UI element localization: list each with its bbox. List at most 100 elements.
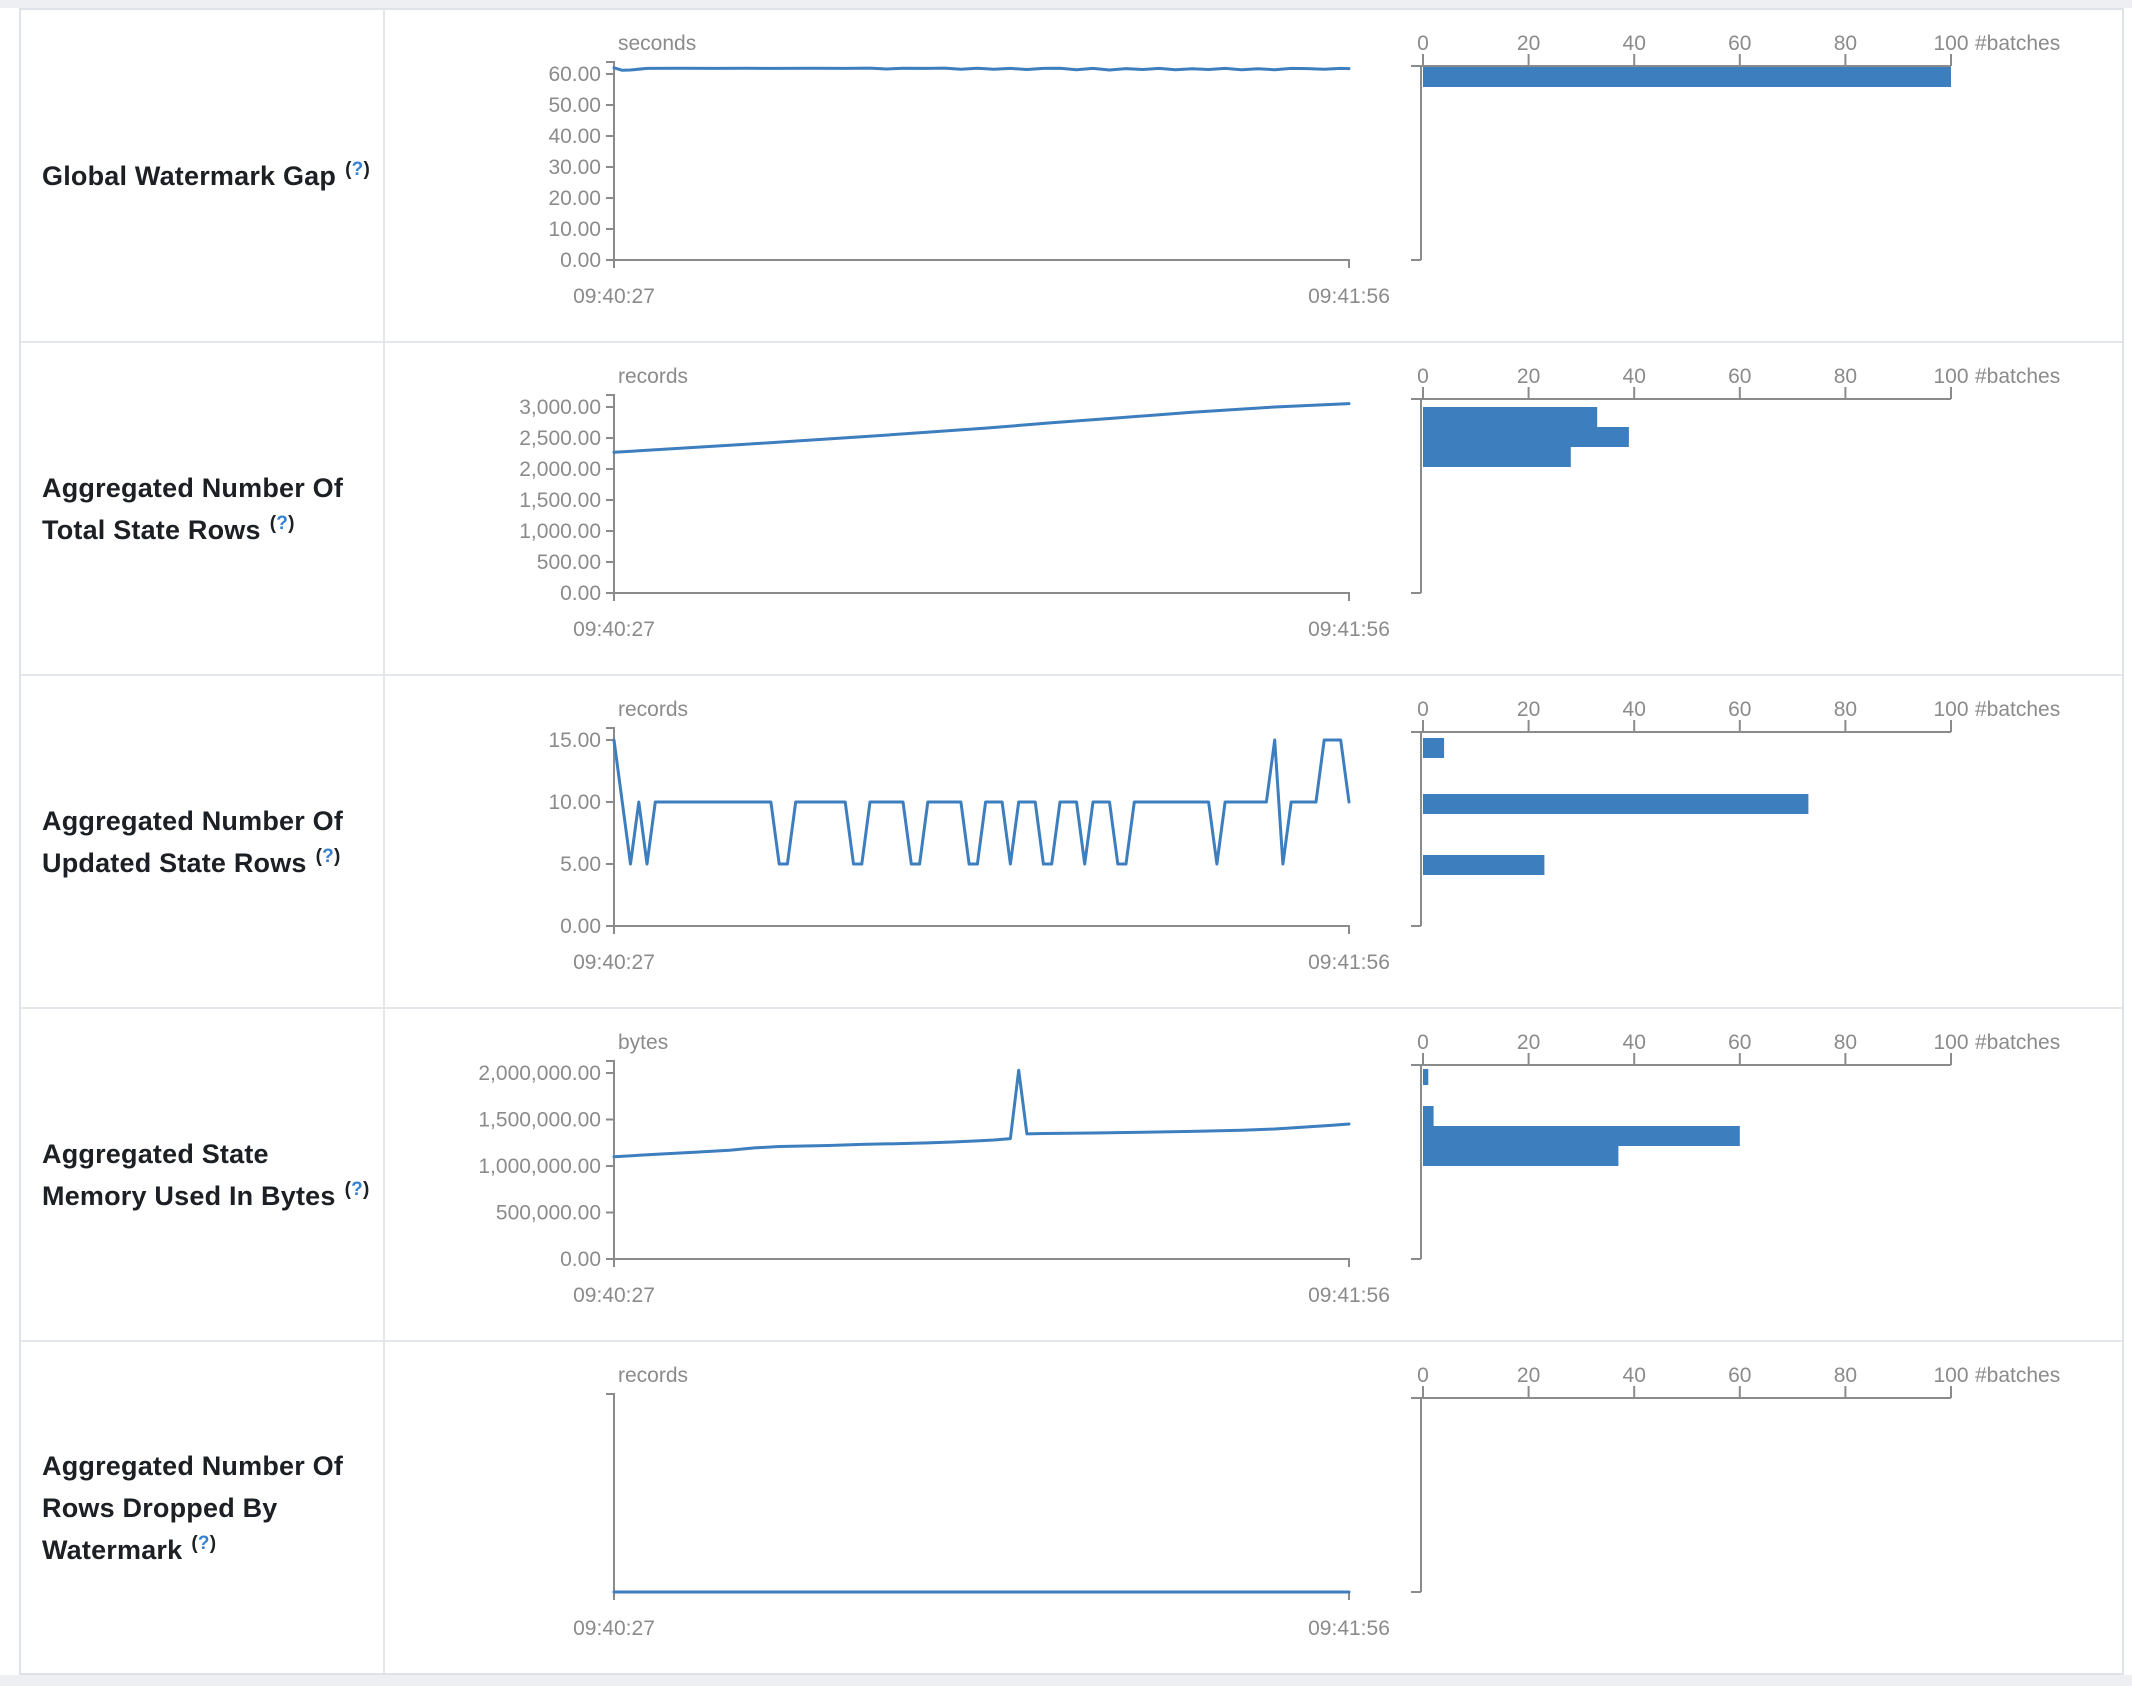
help-question-link[interactable]: ? (276, 512, 289, 534)
histogram-tick-label: 100 (1933, 1364, 1968, 1387)
x-end-label: 09:41:56 (1308, 285, 1390, 308)
histogram-bar (1423, 794, 1809, 814)
histogram-tick-label: 0 (1417, 32, 1429, 55)
metric-row-state-memory-bytes: Aggregated State Memory Used In Bytes (?)… (21, 1009, 2122, 1342)
metric-label-cell: Aggregated Number Of Total State Rows (?) (21, 343, 385, 674)
y-tick-label: 5.00 (560, 853, 601, 876)
metric-title-text: Aggregated Number Of Updated State Rows (42, 805, 344, 878)
chart-cell: bytes 2,000,000.00 1,500,000.00 1,000,000.0… (385, 1009, 2124, 1340)
histogram-bar (1423, 407, 1598, 427)
timeline-x-axis (613, 1258, 1350, 1267)
y-tick-label: 2,500.00 (519, 427, 601, 450)
metric-label-cell: Global Watermark Gap (?) (21, 10, 385, 341)
metric-title-text: Aggregated Number Of Total State Rows (42, 472, 344, 545)
chart-cell: seconds 60.00 50.00 40.00 30.00 20.00 10.00 0.0… (385, 10, 2124, 341)
help-paren-open: ( (315, 845, 323, 867)
timeline-and-histogram-chart: records 3,000.00 2,500.00 2,000.00 1,500.00 1… (519, 365, 2060, 641)
histogram-bar (1423, 1106, 1434, 1126)
timeline-series-line (612, 738, 1351, 866)
help-link[interactable]: (?) (345, 1179, 370, 1200)
metric-row-total-state-rows: Aggregated Number Of Total State Rows (?)… (21, 343, 2122, 676)
x-start-label: 09:40:27 (573, 1284, 655, 1307)
help-link[interactable]: (?) (345, 159, 370, 180)
metric-title: Global Watermark Gap (?) (42, 155, 370, 197)
x-end-label: 09:41:56 (1308, 951, 1390, 974)
help-paren-close: ) (209, 1532, 217, 1554)
chart-cell: records 15.00 10.00 5.00 0.00 09:40:27 09:41:5… (385, 676, 2124, 1007)
y-tick-label: 500,000.00 (496, 1202, 601, 1225)
help-question-link[interactable]: ? (351, 1178, 363, 1200)
metric-title: Aggregated Number Of Total State Rows (?) (42, 467, 373, 551)
timeline-and-histogram-chart: records 09:40:27 09:41:56 0 20 40 60 80 100 #batc… (573, 1364, 2060, 1640)
help-link[interactable]: (?) (316, 846, 341, 867)
histogram-tick-label: 100 (1933, 1031, 1968, 1054)
histogram-axis-label: #batches (1975, 1364, 2060, 1387)
metric-title-text: Aggregated Number Of Rows Dropped By Wat… (42, 1450, 344, 1565)
y-tick-label: 1,000,000.00 (478, 1155, 601, 1178)
y-tick-label: 3,000.00 (519, 396, 601, 419)
y-tick-label: 15.00 (548, 729, 601, 752)
timeline-unit-label: bytes (618, 1031, 668, 1054)
y-tick-label: 1,000.00 (519, 520, 601, 543)
histogram-tick-label: 20 (1517, 365, 1540, 388)
timeline-x-axis (613, 592, 1350, 601)
structured-streaming-stats-table: Global Watermark Gap (?) seconds 60.00 50.0… (19, 8, 2124, 1675)
histogram-tick-label: 100 (1933, 365, 1968, 388)
timeline-series-line (612, 66, 1351, 72)
histogram-tick-label: 100 (1933, 32, 1968, 55)
histogram-bar (1423, 1146, 1619, 1166)
y-tick-label: 50.00 (548, 94, 601, 117)
help-paren-close: ) (288, 512, 295, 534)
timeline-and-histogram-chart: bytes 2,000,000.00 1,500,000.00 1,000,000.0… (478, 1031, 2060, 1307)
timeline-y-axis (606, 1060, 615, 1259)
help-question-link[interactable]: ? (351, 158, 364, 180)
page-top-divider (0, 0, 2132, 8)
timeline-y-axis (606, 1393, 615, 1592)
histogram-tick-label: 80 (1834, 698, 1857, 721)
histogram-tick-label: 20 (1517, 1364, 1540, 1387)
histogram-bar (1423, 1069, 1429, 1085)
metric-title-text: Aggregated State Memory Used In Bytes (42, 1138, 336, 1211)
y-tick-label: 0.00 (560, 249, 601, 272)
histogram-tick-label: 0 (1417, 1364, 1429, 1387)
metric-title: Aggregated Number Of Rows Dropped By Wat… (42, 1445, 373, 1571)
help-link[interactable]: (?) (270, 513, 295, 534)
histogram-tick-label: 100 (1933, 698, 1968, 721)
y-tick-label: 60.00 (548, 63, 601, 86)
help-question-link[interactable]: ? (322, 845, 334, 867)
metric-title: Aggregated State Memory Used In Bytes (?) (42, 1133, 373, 1217)
histogram-bar (1423, 427, 1629, 447)
histogram-tick-label: 60 (1728, 1031, 1751, 1054)
timeline-series-line (612, 1068, 1351, 1159)
y-tick-label: 2,000,000.00 (478, 1062, 601, 1085)
histogram-tick-label: 60 (1728, 365, 1751, 388)
help-link[interactable]: (?) (191, 1533, 216, 1554)
y-tick-label: 40.00 (548, 125, 601, 148)
histogram-y-axis (1411, 1398, 1422, 1593)
histogram-tick-label: 40 (1623, 1031, 1646, 1054)
histogram-tick-label: 20 (1517, 1031, 1540, 1054)
x-start-label: 09:40:27 (573, 618, 655, 641)
help-question-link[interactable]: ? (197, 1532, 210, 1554)
histogram-tick-label: 0 (1417, 1031, 1429, 1054)
x-end-label: 09:41:56 (1308, 1617, 1390, 1640)
timeline-x-axis (613, 259, 1350, 268)
metric-row-global-watermark-gap: Global Watermark Gap (?) seconds 60.00 50.0… (21, 10, 2122, 343)
timeline-unit-label: records (618, 1364, 688, 1387)
metric-title: Aggregated Number Of Updated State Rows(… (42, 800, 373, 884)
chart-cell: records 09:40:27 09:41:56 0 20 40 60 80 100 #batc… (385, 1342, 2124, 1673)
histogram-tick-label: 60 (1728, 1364, 1751, 1387)
y-tick-label: 30.00 (548, 156, 601, 179)
metric-row-updated-state-rows: Aggregated Number Of Updated State Rows(… (21, 676, 2122, 1009)
histogram-y-axis (1411, 1065, 1422, 1260)
histogram-tick-label: 20 (1517, 32, 1540, 55)
x-start-label: 09:40:27 (573, 285, 655, 308)
x-start-label: 09:40:27 (573, 951, 655, 974)
histogram-tick-label: 0 (1417, 365, 1429, 388)
timeline-y-axis (606, 61, 615, 260)
histogram-tick-label: 40 (1623, 32, 1646, 55)
histogram-tick-label: 60 (1728, 698, 1751, 721)
timeline-x-axis (613, 925, 1350, 934)
timeline-unit-label: seconds (618, 32, 696, 55)
histogram-y-axis (1411, 399, 1422, 594)
